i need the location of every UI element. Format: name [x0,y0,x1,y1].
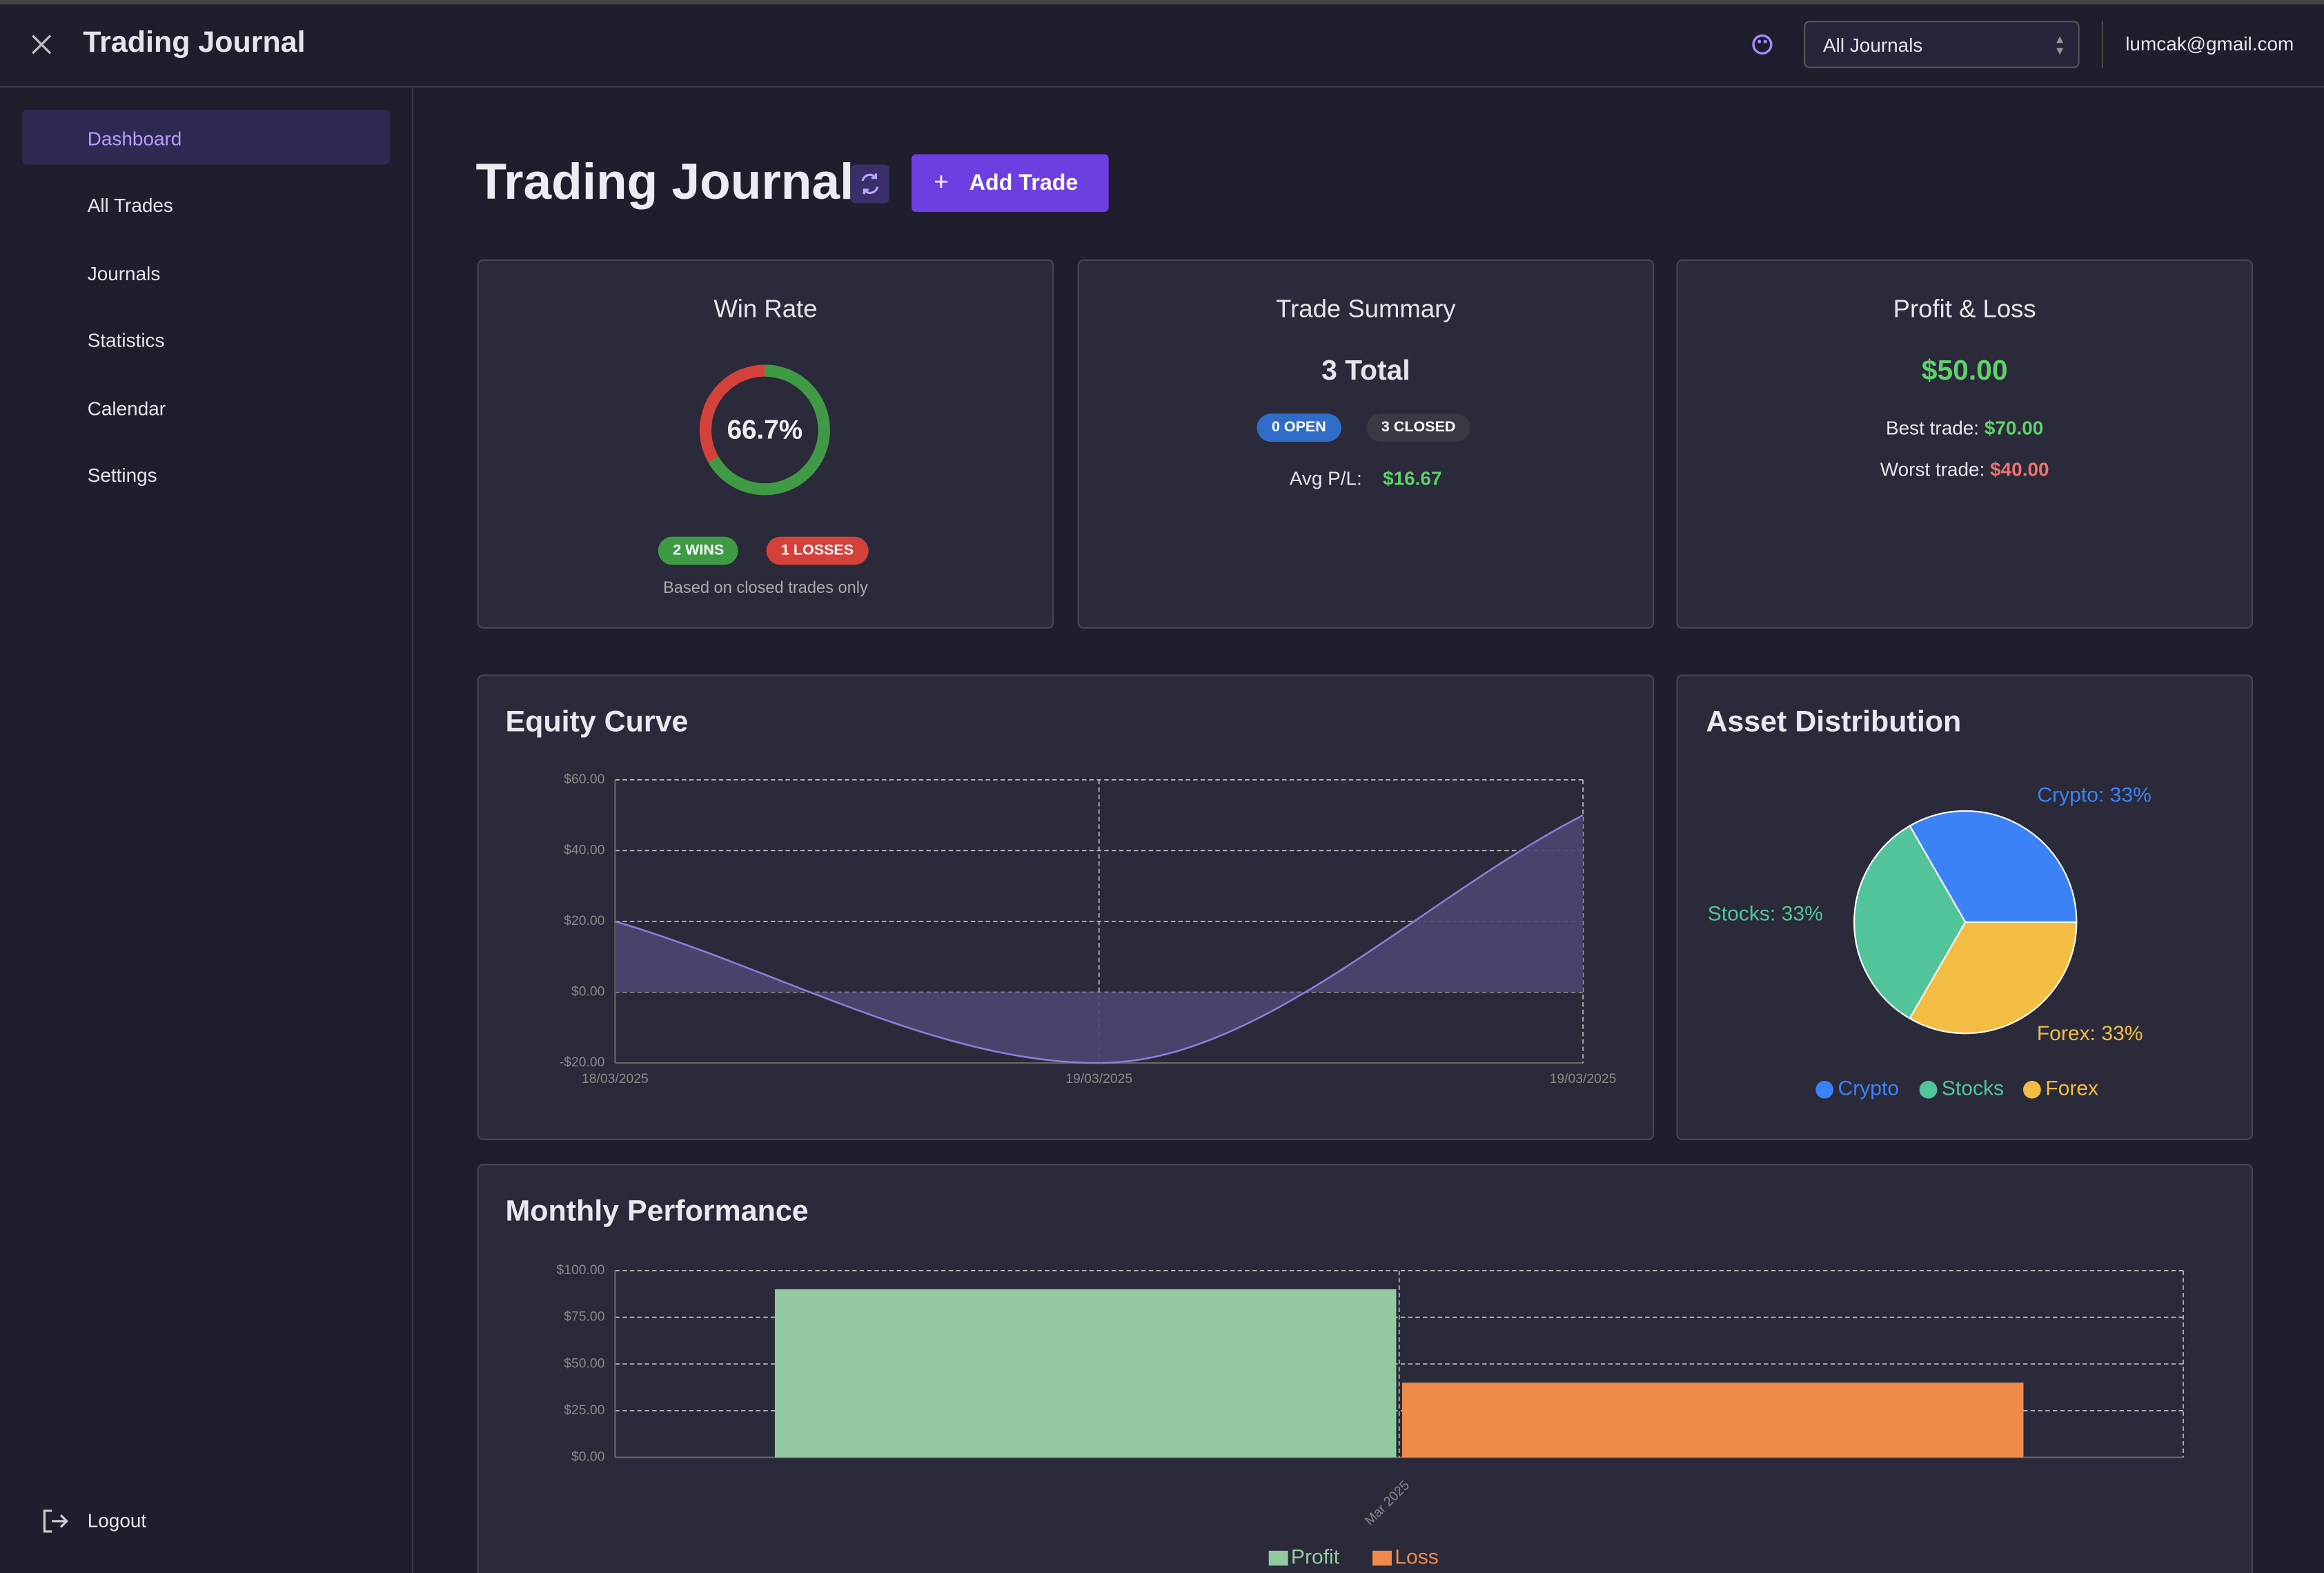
card-title: Trade Summary [1276,295,1456,324]
y-tick-label: $25.00 [564,1403,604,1418]
nav-item[interactable]: Dashboard [87,127,182,150]
nav-active-bg [22,109,390,165]
equity-line [615,814,1584,1064]
total-pl: $50.00 [1921,355,2008,387]
nav-item[interactable]: Statistics [87,329,165,352]
losses-badge: 1 LOSSES [766,536,869,565]
x-tick-label: Mar 2025 [1362,1478,1412,1529]
y-tick-label: $20.00 [564,914,604,928]
pie-slice [1853,825,1967,1020]
window-edge [0,0,2324,5]
x-tick-label: 19/03/2025 [1550,1072,1617,1086]
header-border [0,86,2324,88]
legend-swatch [1815,1080,1834,1099]
theme-icon[interactable] [1751,32,1774,56]
legend-swatch [1919,1080,1938,1099]
divider [2101,21,2104,68]
slice-label: Stocks: 33% [1708,902,1823,925]
logout-icon [43,1510,68,1533]
app-title: Trading Journal [83,26,306,59]
worst-trade: Worst trade: $40.00 [1678,458,2252,480]
win-rate-note: Based on closed trades only [662,579,868,598]
closed-badge: 3 CLOSED [1366,413,1470,442]
legend-swatch [1268,1550,1288,1566]
legend-label: Stocks [1942,1077,2004,1100]
select-arrows: ▴ ▾ [2056,31,2064,58]
card-title: Win Rate [713,295,818,324]
y-tick-label: $40.00 [564,843,604,858]
bar [1402,1383,2024,1458]
win-rate-card: Win Rate 2 WINS 1 LOSSES Based on closed… [477,259,1054,629]
donut-arc [699,364,830,496]
card-title: Profit & Loss [1893,295,2036,324]
slice-label: Crypto: 33% [2037,783,2151,806]
close-icon[interactable] [30,32,53,56]
legend-swatch [1372,1550,1392,1566]
total-trades: 3 Total [1321,355,1410,387]
slice-label: Forex: 33% [2037,1022,2143,1045]
bar [774,1289,1397,1458]
open-badge: 0 OPEN [1257,413,1341,442]
y-tick-label: $75.00 [564,1310,604,1325]
legend-label: Crypto [1838,1077,1900,1100]
wins-badge: 2 WINS [658,536,739,565]
y-tick-label: $0.00 [571,1450,604,1465]
worst-value: $40.00 [1990,458,2049,480]
refresh-button[interactable] [850,164,889,204]
avg-label: Avg P/L: [1289,467,1362,489]
y-tick-label: $100.00 [557,1263,605,1278]
add-trade-button[interactable]: + Add Trade [912,154,1109,213]
chart-title: Equity Curve [505,705,688,739]
journal-select[interactable]: All Journals ▴ ▾ [1804,21,2080,68]
x-tick-label: 19/03/2025 [1065,1072,1132,1086]
legend-label: Forex [2045,1077,2098,1100]
legend-label: Loss [1395,1545,1439,1568]
best-value: $70.00 [1984,416,2044,439]
area-fill [615,815,1584,1064]
user-email[interactable]: lumcak@gmail.com [2125,32,2294,55]
nav-item[interactable]: Settings [87,464,157,487]
legend-label: Profit [1291,1545,1340,1568]
y-tick-label: $0.00 [571,985,604,999]
pie-slice [1909,921,2078,1035]
y-tick-label: $60.00 [564,772,604,787]
y-tick-label: -$20.00 [560,1055,605,1070]
trade-summary-card: Trade Summary 3 Total 0 OPEN 3 CLOSED Av… [1077,259,1655,629]
logout[interactable]: Logout [87,1509,147,1532]
chart-title: Asset Distribution [1706,705,1961,739]
asset-card [1676,674,2253,1140]
profit-loss-card: Profit & Loss $50.00 Best trade: $70.00 … [1676,259,2253,629]
plus-icon: + [934,167,949,196]
page-title: Trading Journal [475,154,854,211]
y-tick-label: $50.00 [564,1356,604,1371]
avg-value: $16.67 [1383,467,1442,489]
sidebar-border [412,87,414,1573]
nav-item[interactable]: Journals [87,262,161,284]
legend-swatch [2023,1080,2041,1099]
nav-item[interactable]: All Trades [87,195,173,217]
worst-label: Worst trade: [1880,458,1985,480]
add-trade-label: Add Trade [969,170,1079,196]
chart-title: Monthly Performance [505,1194,808,1227]
pie-slice [1909,810,2078,924]
journal-select-label: All Journals [1823,34,1923,57]
best-label: Best trade: [1886,416,1980,439]
x-tick-label: 18/03/2025 [582,1072,649,1086]
best-trade: Best trade: $70.00 [1678,417,2252,439]
donut-label: 66.7% [727,415,803,444]
nav-item[interactable]: Calendar [87,396,166,420]
